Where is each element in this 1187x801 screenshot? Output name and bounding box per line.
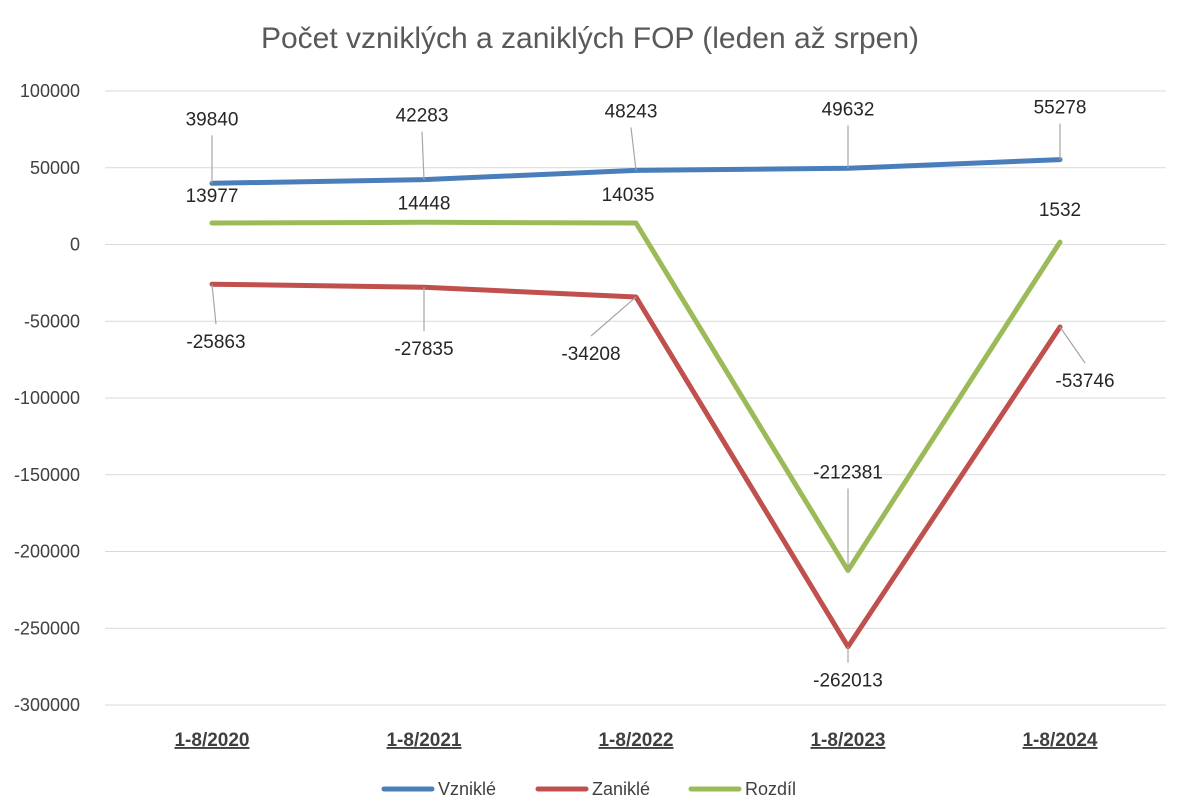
y-tick-label: -300000: [14, 695, 80, 715]
label-leader-lines: [211, 123, 1086, 663]
legend-label: Rozdíl: [745, 779, 796, 799]
label-leader-line: [211, 284, 217, 325]
y-tick-label: -100000: [14, 388, 80, 408]
series-line-2: [209, 219, 1063, 573]
label-leader-line: [1059, 326, 1086, 364]
data-label: 49632: [822, 99, 875, 120]
label-leader-line: [630, 127, 637, 171]
data-label: -53746: [1055, 371, 1114, 392]
y-tick-label: 50000: [30, 158, 80, 178]
data-label: 1532: [1039, 200, 1081, 221]
label-leader-line: [590, 296, 637, 337]
data-label: -262013: [813, 671, 883, 692]
data-label: -27835: [394, 339, 453, 360]
data-label: 39840: [186, 109, 239, 130]
y-axis-ticks: 100000 50000 0 -50000 -100000 -150000 -200000 -…: [14, 81, 80, 715]
gridlines: [105, 90, 1166, 706]
data-label: -25863: [186, 332, 245, 353]
x-tick-label: 1-8/2023: [810, 730, 885, 751]
data-label: 14035: [602, 185, 655, 206]
data-label: 13977: [186, 186, 239, 207]
y-tick-label: 100000: [20, 81, 80, 101]
y-tick-label: -200000: [14, 542, 80, 562]
data-label: 55278: [1034, 98, 1087, 119]
data-label: -212381: [813, 463, 883, 484]
legend: Vzniklé Zaniklé Rozdíl: [381, 779, 796, 799]
y-tick-label: -50000: [24, 311, 80, 331]
data-label: 42283: [396, 106, 449, 127]
y-tick-label: 0: [70, 235, 80, 255]
x-tick-label: 1-8/2020: [174, 730, 249, 751]
data-labels: 39840 42283 48243 49632 55278 -25863 -27835 -34…: [186, 98, 1115, 692]
x-tick-label: 1-8/2022: [598, 730, 673, 751]
data-label: -34208: [561, 344, 620, 365]
legend-label: Zaniklé: [592, 779, 650, 799]
x-tick-label: 1-8/2021: [386, 730, 461, 751]
x-tick-label: 1-8/2024: [1022, 730, 1097, 751]
series-line-0: [209, 157, 1063, 186]
chart-title: Počet vzniklých a zaniklých FOP (leden a…: [261, 22, 919, 55]
series-line-1: [209, 281, 1063, 650]
data-label: 14448: [398, 193, 451, 214]
label-leader-line: [421, 131, 425, 180]
y-tick-label: -150000: [14, 465, 80, 485]
x-axis-ticks: 1-8/2020 1-8/2021 1-8/2022 1-8/2023 1-8/2024: [174, 730, 1097, 751]
data-label: 48243: [605, 101, 658, 122]
series-lines: [209, 157, 1063, 650]
y-tick-label: -250000: [14, 618, 80, 638]
legend-label: Vzniklé: [438, 779, 496, 799]
